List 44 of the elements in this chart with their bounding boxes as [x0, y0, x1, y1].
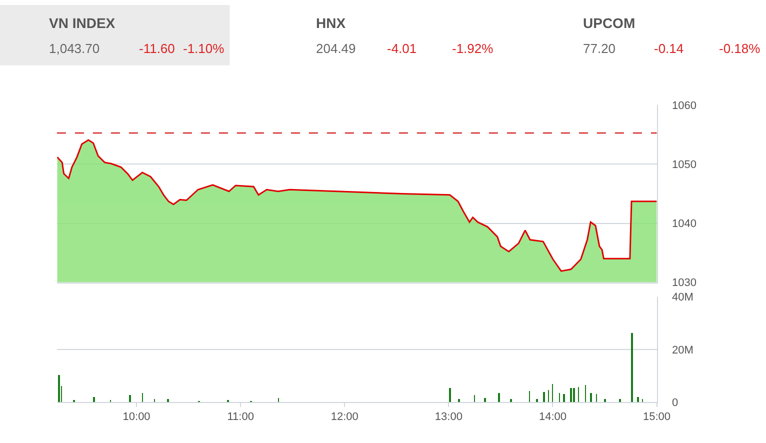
y-tick-label: 1050: [672, 159, 696, 172]
text: 1,043.70: [49, 41, 100, 56]
bar: [92, 396, 95, 402]
bar: [562, 394, 565, 402]
text: 204.49: [316, 41, 356, 56]
bar: [630, 332, 633, 402]
y-tick-label: 1030: [672, 277, 696, 290]
text: -0.18%: [719, 41, 761, 56]
bar: [498, 392, 500, 402]
y-tick-label: 1040: [672, 218, 696, 230]
x-tick-label: 15:00: [643, 411, 671, 424]
bar: [448, 388, 451, 402]
bar: [618, 398, 621, 402]
text: -11.60: [139, 41, 175, 56]
x-tick-label: 11:00: [227, 411, 254, 424]
x-tick-label: 14:00: [538, 411, 566, 424]
y-tick-label: 40M: [672, 292, 694, 304]
bar: [572, 388, 575, 402]
bar: [536, 398, 538, 402]
bar: [484, 398, 486, 402]
text: 77.20: [583, 41, 616, 56]
bar: [636, 396, 639, 402]
text: -1.10%: [183, 41, 225, 56]
bar: [128, 394, 131, 402]
text: -0.14: [654, 41, 684, 56]
bar: [590, 392, 592, 402]
x-tick-label: 10:00: [122, 411, 150, 424]
bar: [58, 374, 60, 402]
text: VN INDEX: [49, 15, 116, 31]
y-tick-label: 0: [672, 396, 678, 409]
x-tick-label: 13:00: [434, 411, 462, 424]
text: -1.92%: [452, 41, 494, 56]
y-tick-label: 20M: [672, 344, 694, 356]
bar: [166, 398, 169, 402]
bar: [510, 398, 512, 402]
bar: [458, 398, 460, 402]
x-tick-label: 12:00: [330, 411, 358, 424]
bar: [542, 392, 545, 402]
text: HNX: [316, 15, 346, 31]
bar: [604, 398, 606, 402]
y-tick-label: 1060: [672, 100, 696, 112]
bar: [570, 388, 572, 402]
text: -4.01: [387, 41, 417, 56]
text: UPCOM: [583, 15, 636, 31]
